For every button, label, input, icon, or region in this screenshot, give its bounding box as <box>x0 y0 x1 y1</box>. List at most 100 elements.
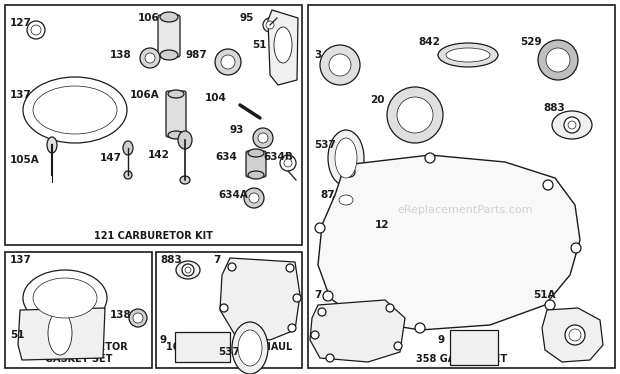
Text: 51: 51 <box>10 330 25 340</box>
Text: 3: 3 <box>314 50 321 60</box>
Circle shape <box>318 308 326 316</box>
Circle shape <box>546 48 570 72</box>
Bar <box>308 5 615 368</box>
Text: 106: 106 <box>138 13 160 23</box>
Text: 93: 93 <box>230 125 244 135</box>
Circle shape <box>145 53 155 63</box>
Ellipse shape <box>160 50 178 60</box>
Text: 137: 137 <box>10 255 32 265</box>
Circle shape <box>27 21 45 39</box>
Circle shape <box>397 97 433 133</box>
Text: 358 GASKET SET: 358 GASKET SET <box>416 354 507 364</box>
Ellipse shape <box>335 138 357 178</box>
Ellipse shape <box>124 171 132 179</box>
Circle shape <box>220 304 228 312</box>
Ellipse shape <box>23 77 127 143</box>
Bar <box>175 332 230 362</box>
Text: 9: 9 <box>160 335 167 345</box>
Circle shape <box>228 263 236 271</box>
Circle shape <box>249 193 259 203</box>
Text: 634: 634 <box>215 152 237 162</box>
Text: 537: 537 <box>314 140 336 150</box>
Circle shape <box>345 167 355 177</box>
Ellipse shape <box>168 90 184 98</box>
Ellipse shape <box>438 43 498 67</box>
Ellipse shape <box>123 141 133 155</box>
Circle shape <box>266 21 274 29</box>
Text: 106A: 106A <box>130 90 160 100</box>
Text: eReplacementParts.com: eReplacementParts.com <box>397 205 533 215</box>
Circle shape <box>565 325 585 345</box>
Ellipse shape <box>180 176 190 184</box>
Text: 87: 87 <box>320 190 335 200</box>
Text: 7: 7 <box>213 255 220 265</box>
Circle shape <box>31 25 41 35</box>
Text: 1095 VALVE OVERHAUL
GASKET SET: 1095 VALVE OVERHAUL GASKET SET <box>166 343 292 364</box>
Text: 137: 137 <box>10 90 32 100</box>
Circle shape <box>286 264 294 272</box>
Text: 95: 95 <box>240 13 254 23</box>
Circle shape <box>564 117 580 133</box>
Circle shape <box>394 342 402 350</box>
Ellipse shape <box>232 322 268 374</box>
Circle shape <box>315 223 325 233</box>
Circle shape <box>244 334 252 342</box>
Bar <box>156 252 302 368</box>
Ellipse shape <box>33 278 97 318</box>
Circle shape <box>311 331 319 339</box>
Circle shape <box>543 180 553 190</box>
Bar <box>450 330 498 365</box>
Circle shape <box>129 309 147 327</box>
Text: 121 CARBURETOR KIT: 121 CARBURETOR KIT <box>94 231 213 241</box>
Text: 9: 9 <box>438 335 445 345</box>
Text: 883: 883 <box>543 103 565 113</box>
Polygon shape <box>542 308 603 362</box>
Ellipse shape <box>339 195 353 205</box>
Ellipse shape <box>33 86 117 134</box>
Circle shape <box>293 294 301 302</box>
Ellipse shape <box>328 130 364 186</box>
Text: 147: 147 <box>100 153 122 163</box>
Circle shape <box>571 243 581 253</box>
Ellipse shape <box>333 191 359 209</box>
Text: 142: 142 <box>148 150 170 160</box>
Circle shape <box>323 291 333 301</box>
Circle shape <box>425 153 435 163</box>
FancyBboxPatch shape <box>158 15 180 57</box>
Text: 842: 842 <box>418 37 440 47</box>
Ellipse shape <box>178 131 192 149</box>
Circle shape <box>133 313 143 323</box>
Bar <box>5 5 302 245</box>
Ellipse shape <box>248 171 264 179</box>
Text: 138: 138 <box>110 50 131 60</box>
Ellipse shape <box>160 12 178 22</box>
Text: 138: 138 <box>110 310 131 320</box>
Circle shape <box>568 121 576 129</box>
Circle shape <box>326 354 334 362</box>
Circle shape <box>320 45 360 85</box>
Text: 127: 127 <box>10 18 32 28</box>
Polygon shape <box>310 300 405 362</box>
Ellipse shape <box>48 311 72 355</box>
Polygon shape <box>268 10 298 85</box>
Circle shape <box>538 40 578 80</box>
Text: 51A: 51A <box>533 290 556 300</box>
Circle shape <box>185 267 191 273</box>
Circle shape <box>569 329 581 341</box>
Text: 537: 537 <box>218 347 240 357</box>
Text: 104: 104 <box>205 93 227 103</box>
Ellipse shape <box>248 149 264 157</box>
Circle shape <box>329 54 351 76</box>
FancyBboxPatch shape <box>166 91 186 137</box>
Ellipse shape <box>176 261 200 279</box>
FancyBboxPatch shape <box>246 151 266 177</box>
Circle shape <box>258 133 268 143</box>
Circle shape <box>263 18 277 32</box>
Bar <box>5 252 152 368</box>
Ellipse shape <box>446 48 490 62</box>
Circle shape <box>415 323 425 333</box>
Ellipse shape <box>23 270 107 326</box>
Text: 105A: 105A <box>10 155 40 165</box>
Circle shape <box>221 55 235 69</box>
Circle shape <box>182 264 194 276</box>
